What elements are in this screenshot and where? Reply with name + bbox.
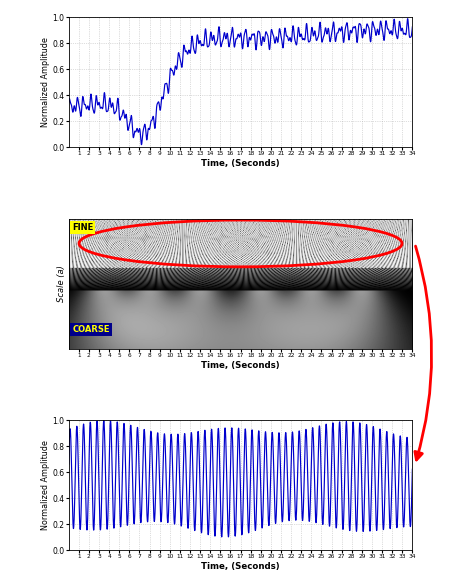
Y-axis label: Scale (a): Scale (a) xyxy=(57,265,66,302)
X-axis label: Time, (Seconds): Time, (Seconds) xyxy=(201,361,280,369)
Text: COARSE: COARSE xyxy=(72,325,109,334)
Y-axis label: Normalized Amplitude: Normalized Amplitude xyxy=(41,38,50,127)
Y-axis label: Normalized Amplitude: Normalized Amplitude xyxy=(41,440,50,530)
Text: FINE: FINE xyxy=(72,223,93,232)
X-axis label: Time, (Seconds): Time, (Seconds) xyxy=(201,159,280,168)
X-axis label: Time, (Seconds): Time, (Seconds) xyxy=(201,562,280,571)
